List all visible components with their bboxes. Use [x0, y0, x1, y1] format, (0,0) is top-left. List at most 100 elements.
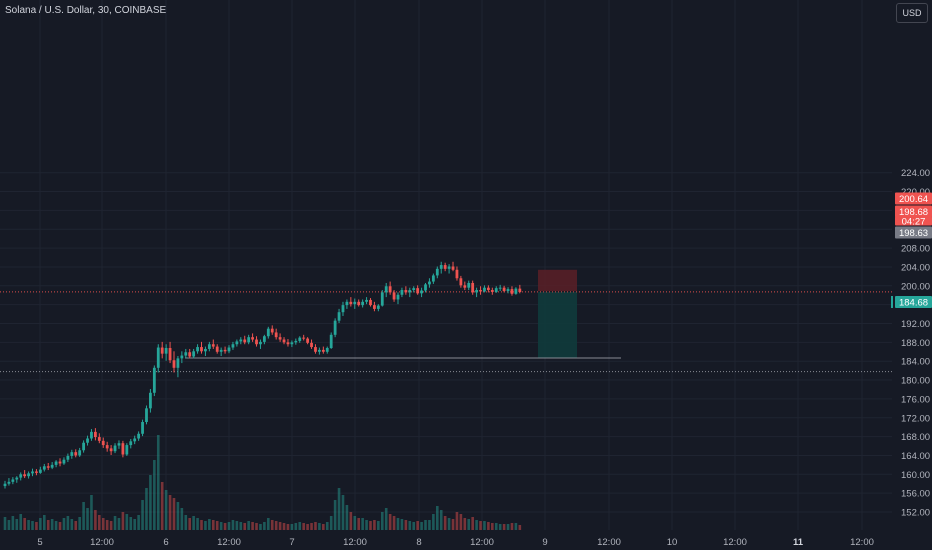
volume-bar — [35, 522, 38, 530]
candle-body — [172, 360, 176, 368]
volume-bar — [192, 516, 195, 530]
candle-body — [46, 466, 50, 468]
candle-body — [204, 348, 207, 352]
candle-body — [294, 340, 298, 343]
short-position-tool[interactable] — [538, 269, 577, 358]
candle-body — [494, 288, 498, 292]
candle-body — [373, 305, 376, 309]
candle-body — [188, 352, 192, 357]
candle-body — [145, 408, 148, 422]
candle-body — [369, 299, 372, 306]
candle-body — [490, 290, 494, 292]
volume-bar — [380, 512, 384, 530]
price-label-bg — [895, 296, 932, 308]
volume-bar — [117, 518, 121, 530]
volume-bar — [432, 514, 435, 530]
candle-body — [318, 349, 321, 352]
volume-bar — [408, 521, 412, 530]
volume-bar — [443, 516, 447, 530]
volume-bar — [392, 516, 396, 530]
volume-bar — [349, 512, 353, 530]
x-tick-label: 8 — [416, 537, 421, 548]
y-tick-label: 208.00 — [901, 244, 930, 255]
volume-bar — [19, 514, 23, 530]
candle-body — [298, 337, 302, 341]
volume-bar — [74, 521, 78, 530]
volume-bar — [133, 519, 136, 530]
candle-body — [325, 348, 329, 352]
candle-body — [290, 342, 294, 345]
candle-body — [168, 348, 172, 361]
volume-bar — [487, 522, 490, 530]
candle-body — [286, 342, 290, 345]
candle-body — [424, 284, 427, 291]
candle-body — [357, 301, 361, 306]
price-label-bg — [895, 192, 932, 205]
candle-body — [90, 431, 93, 439]
volume-bar — [211, 520, 215, 530]
volume-bar — [219, 522, 223, 530]
candle-body — [506, 289, 510, 291]
candle-body — [266, 328, 270, 337]
candle-body — [435, 268, 439, 276]
volume-bar — [23, 518, 26, 530]
candle-body — [329, 334, 333, 349]
volume-bar — [494, 523, 498, 530]
candle-body — [235, 341, 239, 345]
candle-body — [247, 337, 251, 343]
volume-bar — [388, 514, 392, 530]
candle-body — [376, 305, 380, 309]
candle-body — [388, 286, 392, 293]
candle-body — [223, 349, 227, 352]
candle-body — [361, 301, 365, 306]
volume-bar — [3, 517, 7, 530]
candle-body — [66, 455, 70, 460]
candle-body — [160, 347, 164, 354]
volume-bar — [208, 519, 211, 530]
volume-bar — [318, 523, 321, 530]
candle-body — [483, 287, 486, 292]
candle-body — [270, 328, 274, 333]
volume-bar — [353, 516, 357, 530]
horizontal-lines — [0, 291, 892, 373]
volume-bar — [153, 460, 156, 530]
volume-bar — [498, 524, 502, 530]
candle-body — [443, 265, 447, 269]
candle-body — [11, 479, 15, 482]
candle-body — [510, 289, 514, 294]
volume-bar — [164, 490, 168, 530]
volume-bar — [322, 524, 325, 530]
candle-body — [113, 445, 117, 452]
candle-body — [384, 286, 388, 293]
candle-body — [404, 290, 408, 293]
volume-bar — [479, 521, 482, 530]
volume-bar — [105, 520, 109, 530]
volume-bar — [137, 515, 140, 530]
volume-bar — [491, 523, 494, 530]
volume-bar — [329, 516, 333, 530]
currency-button[interactable]: USD — [896, 3, 928, 23]
candle-body — [207, 344, 211, 349]
volume-bar — [50, 519, 54, 530]
candle-body — [152, 367, 156, 393]
volume-bar — [396, 518, 400, 530]
price-axis[interactable]: 152.00 156.00 160.00 164.00 168.00 172.00 176.… — [901, 168, 930, 518]
candle-body — [243, 339, 247, 343]
candle-body — [7, 481, 11, 484]
candle-body — [306, 338, 310, 343]
candle-body — [310, 342, 313, 348]
volume-bar — [518, 525, 522, 530]
volume-bar — [428, 520, 431, 530]
volume-bar — [345, 505, 349, 530]
volume-bar — [31, 521, 34, 530]
time-axis[interactable]: 5 12:00 6 12:00 7 12:00 8 12:00 9 12:00 10 12:00 11 1… — [37, 537, 874, 548]
volume-bar — [200, 520, 203, 530]
candle-body — [15, 477, 19, 480]
volume-bar — [502, 524, 506, 530]
volume-bar — [54, 521, 58, 530]
volume-bar — [357, 518, 360, 530]
volume-bar — [333, 500, 337, 530]
candle-body — [463, 285, 467, 288]
